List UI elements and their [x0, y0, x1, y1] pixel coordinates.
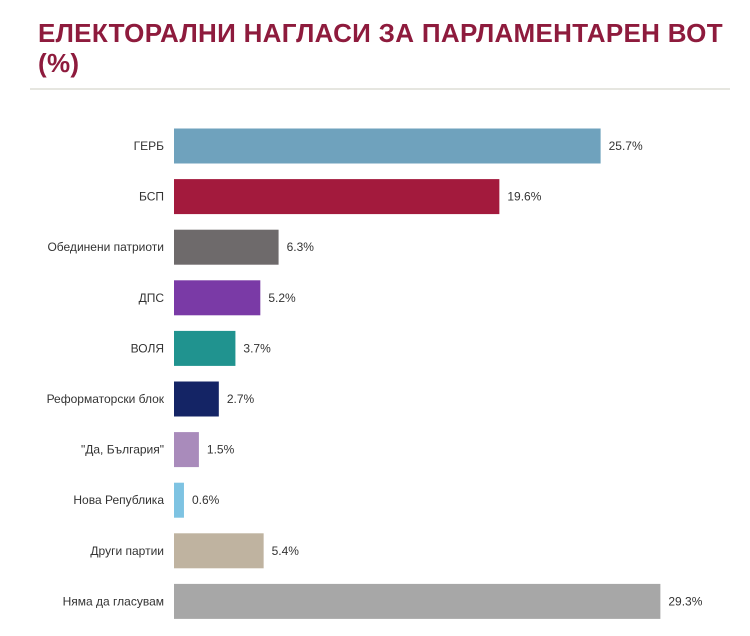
category-label: ВОЛЯ	[131, 341, 164, 355]
value-label: 19.6%	[507, 190, 541, 204]
value-label: 2.7%	[227, 392, 255, 406]
category-label: Реформаторски блок	[47, 392, 165, 406]
category-label: Обединени патриоти	[47, 240, 164, 254]
bar	[174, 533, 264, 569]
category-label: Други партии	[90, 544, 164, 558]
category-label: ГЕРБ	[134, 139, 165, 153]
bar	[174, 583, 661, 619]
value-label: 6.3%	[287, 240, 315, 254]
bar	[174, 128, 601, 164]
category-label: "Да, България"	[81, 443, 164, 457]
value-label: 0.6%	[192, 493, 220, 507]
bar	[174, 179, 500, 215]
value-label: 1.5%	[207, 443, 235, 457]
value-label: 25.7%	[609, 139, 643, 153]
bar	[174, 229, 279, 265]
bar	[174, 330, 236, 366]
category-label: ДПС	[139, 291, 165, 305]
bar	[174, 280, 261, 316]
value-label: 29.3%	[668, 594, 702, 608]
value-label: 5.2%	[268, 291, 296, 305]
bar	[174, 381, 219, 417]
value-label: 3.7%	[243, 341, 271, 355]
chart-title: ЕЛЕКТОРАЛНИ НАГЛАСИ ЗА ПАРЛАМЕНТАРЕН ВОТ…	[38, 18, 723, 78]
value-label: 5.4%	[272, 544, 300, 558]
category-label: Няма да гласувам	[63, 594, 164, 608]
category-label: БСП	[139, 190, 164, 204]
category-label: Нова Република	[73, 493, 164, 507]
title-divider	[30, 88, 730, 90]
bar	[174, 432, 199, 468]
bar	[174, 482, 184, 518]
